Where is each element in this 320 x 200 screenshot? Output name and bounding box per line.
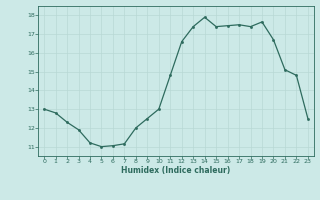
X-axis label: Humidex (Indice chaleur): Humidex (Indice chaleur) <box>121 166 231 175</box>
